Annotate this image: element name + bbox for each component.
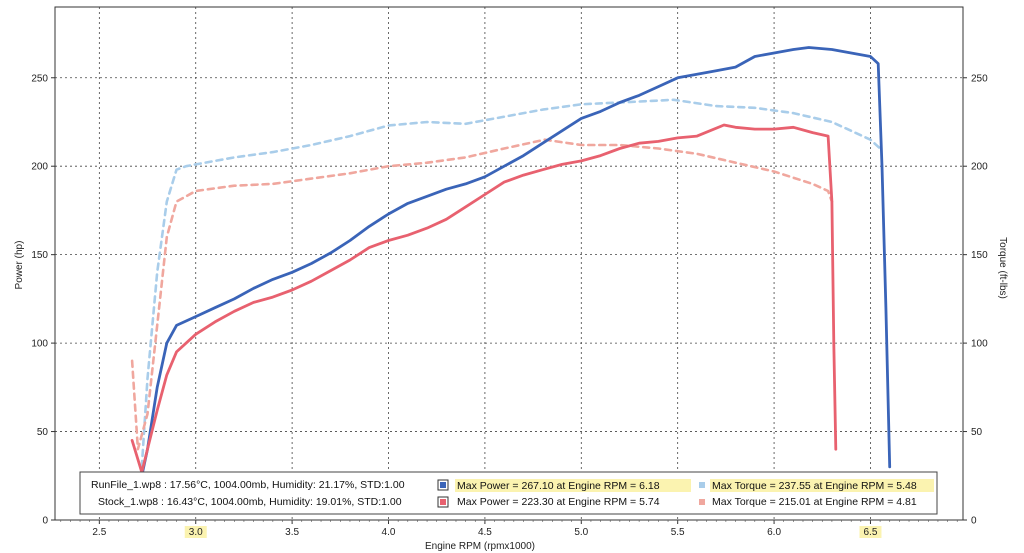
x-tick-label: 5.5: [671, 527, 685, 538]
plot-frame: [54, 6, 964, 521]
series-line-1: [140, 46, 892, 478]
series-line-4: [130, 138, 834, 451]
x-axis: 2.5 3.0 3.5 4.0 4.5 5.0 5.5 6.0 6.5: [60, 520, 958, 538]
legend: RunFile_1.wp8 : 17.56°C, 1004.00mb, Humi…: [79, 471, 938, 515]
legend-row2-power-swatch: [440, 499, 446, 505]
grid: [55, 7, 963, 520]
x-tick-label: 3.0: [189, 527, 203, 538]
legend-row2-torque-swatch: [699, 499, 705, 505]
y-tick-label-right: 200: [971, 162, 988, 173]
x-tick-highlight: [859, 526, 882, 538]
y-tick-label-right: 0: [971, 516, 977, 527]
curves: [130, 46, 892, 478]
x-tick-label: 4.5: [478, 527, 492, 538]
y-tick-label-left: 0: [42, 516, 48, 527]
series-line-2: [130, 123, 838, 474]
y-tick-label-right: 50: [971, 427, 983, 438]
x-tick-label: 6.5: [864, 527, 878, 538]
y-axis-label-left: Power (hp): [14, 241, 25, 290]
y-axis-label-right: Torque (ft-lbs): [997, 237, 1008, 299]
x-tick-label: 6.0: [767, 527, 781, 538]
legend-row1-torque: Max Torque = 237.55 at Engine RPM = 5.48: [712, 480, 917, 492]
x-axis-label: Engine RPM (rpmx1000): [425, 541, 535, 552]
y-tick-label-right: 250: [971, 73, 988, 84]
y-axis-right: 0 50 100 150 200 250: [963, 73, 988, 527]
legend-row1-torque-swatch: [699, 482, 705, 488]
legend-row2-power-swatch-frame: [437, 496, 449, 508]
legend-row1-power-swatch: [440, 482, 446, 488]
legend-row1-power-highlight: [455, 479, 691, 492]
y-axis-left: 0 50 100 150 200 250: [31, 73, 55, 527]
y-tick-label-right: 100: [971, 339, 988, 350]
legend-row1-torque-highlight: [710, 479, 934, 492]
y-tick-label-left: 50: [37, 427, 49, 438]
legend-row1-file: RunFile_1.wp8 : 17.56°C, 1004.00mb, Humi…: [91, 479, 405, 491]
y-tick-label-left: 150: [31, 250, 48, 261]
series-line-3: [140, 98, 882, 469]
legend-row2-file: Stock_1.wp8 : 16.43°C, 1004.00mb, Humidi…: [98, 496, 402, 508]
y-tick-label-left: 100: [31, 339, 48, 350]
x-tick-highlight: [184, 526, 207, 538]
legend-row1-power: Max Power = 267.10 at Engine RPM = 6.18: [457, 480, 660, 492]
x-tick-label: 4.0: [382, 527, 396, 538]
x-tick-label: 5.0: [574, 527, 588, 538]
y-tick-label-left: 200: [31, 162, 48, 173]
y-tick-label-left: 250: [31, 73, 48, 84]
x-tick-label: 3.5: [285, 527, 299, 538]
legend-row2-power: Max Power = 223.30 at Engine RPM = 5.74: [457, 496, 660, 508]
legend-row1-power-swatch-frame: [437, 479, 449, 491]
y-tick-label-right: 150: [971, 250, 988, 261]
x-tick-label: 2.5: [92, 527, 106, 538]
legend-row2-torque: Max Torque = 215.01 at Engine RPM = 4.81: [712, 496, 917, 508]
